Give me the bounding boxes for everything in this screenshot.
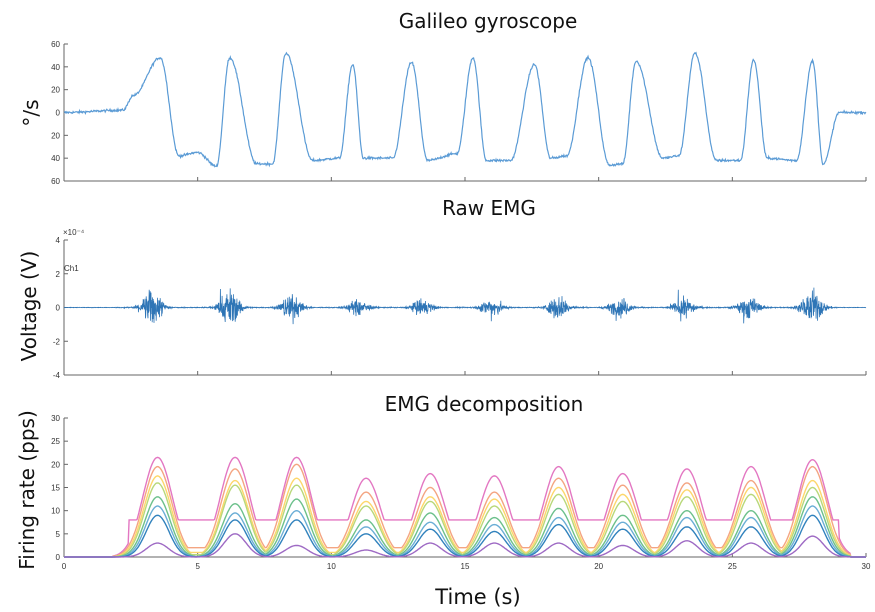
emg-decomposition-series-line-4 bbox=[64, 482, 866, 558]
emg-decomposition-y-tick-label: 20 bbox=[51, 460, 60, 469]
emg-decomposition-series-line-8 bbox=[64, 533, 866, 558]
raw-emg-title: Raw EMG bbox=[442, 196, 536, 220]
gyroscope-ylabel: °/s bbox=[19, 99, 43, 126]
raw-emg-ylabel: Voltage (V) bbox=[17, 251, 41, 362]
emg-decomposition-xlabel: Time (s) bbox=[434, 585, 520, 609]
emg-decomposition-title: EMG decomposition bbox=[385, 392, 584, 416]
emg-decomposition-axes bbox=[63, 418, 867, 558]
emg-decomposition-x-tick-label: 15 bbox=[461, 562, 470, 571]
raw-emg-channel-label: Ch1 bbox=[64, 264, 79, 273]
emg-decomposition-y-tick-label: 15 bbox=[51, 484, 60, 493]
emg-decomposition-series-line-1 bbox=[64, 456, 866, 558]
emg-decomposition-ticks: 0 5 10 15 20 25 30 0 5 10 15 20 25 30 bbox=[51, 414, 871, 571]
gyroscope-series-line bbox=[63, 51, 867, 168]
emg-decomposition-x-tick-label: 0 bbox=[62, 562, 67, 571]
raw-emg-y-tick-label: 2 bbox=[56, 270, 61, 279]
raw-emg-y-tick-label: -4 bbox=[53, 371, 61, 380]
emg-decomposition-y-tick-label: 30 bbox=[51, 414, 60, 423]
emg-decomposition-series bbox=[64, 456, 866, 558]
emg-decomposition-panel: EMG decomposition Firing rate (pps) Time… bbox=[15, 392, 871, 609]
raw-emg-y-tick-label: 0 bbox=[56, 304, 61, 313]
gyroscope-y-tick-label: 0 bbox=[56, 109, 61, 118]
emg-decomposition-x-tick-label: 10 bbox=[327, 562, 336, 571]
emg-decomposition-ylabel: Firing rate (pps) bbox=[15, 410, 39, 570]
emg-decomposition-y-tick-label: 25 bbox=[51, 437, 60, 446]
emg-decomposition-x-tick-label: 5 bbox=[195, 562, 200, 571]
gyroscope-title: Galileo gyroscope bbox=[399, 9, 578, 33]
gyroscope-y-tick-label: 60 bbox=[51, 40, 60, 49]
gyroscope-panel: Galileo gyroscope °/s 60 40 20 0 20 40 60 bbox=[19, 9, 867, 186]
emg-decomposition-y-tick-label: 5 bbox=[56, 530, 61, 539]
raw-emg-y-tick-label: 4 bbox=[56, 236, 61, 245]
raw-emg-y-tick-label: -2 bbox=[53, 337, 61, 346]
emg-decomposition-series-line-2 bbox=[64, 463, 866, 558]
emg-decomposition-x-tick-label: 20 bbox=[594, 562, 603, 571]
raw-emg-series-line bbox=[63, 287, 867, 325]
raw-emg-panel: Raw EMG Voltage (V) ×10⁻⁴ Ch1 4 2 0 -2 -4 bbox=[17, 196, 867, 380]
emg-decomposition-y-tick-label: 0 bbox=[56, 553, 61, 562]
emg-decomposition-series-line-3 bbox=[64, 475, 866, 558]
raw-emg-exponent: ×10⁻⁴ bbox=[63, 228, 85, 237]
gyroscope-y-tick-label: 40 bbox=[51, 154, 60, 163]
gyroscope-y-tick-label: 20 bbox=[51, 86, 60, 95]
gyroscope-y-tick-label: 20 bbox=[51, 131, 60, 140]
emg-decomposition-x-tick-label: 25 bbox=[728, 562, 737, 571]
emg-decomposition-x-tick-label: 30 bbox=[862, 562, 871, 571]
gyroscope-y-tick-label: 40 bbox=[51, 63, 60, 72]
emg-decomposition-y-tick-label: 10 bbox=[51, 507, 60, 516]
gyroscope-y-tick-label: 60 bbox=[51, 177, 60, 186]
